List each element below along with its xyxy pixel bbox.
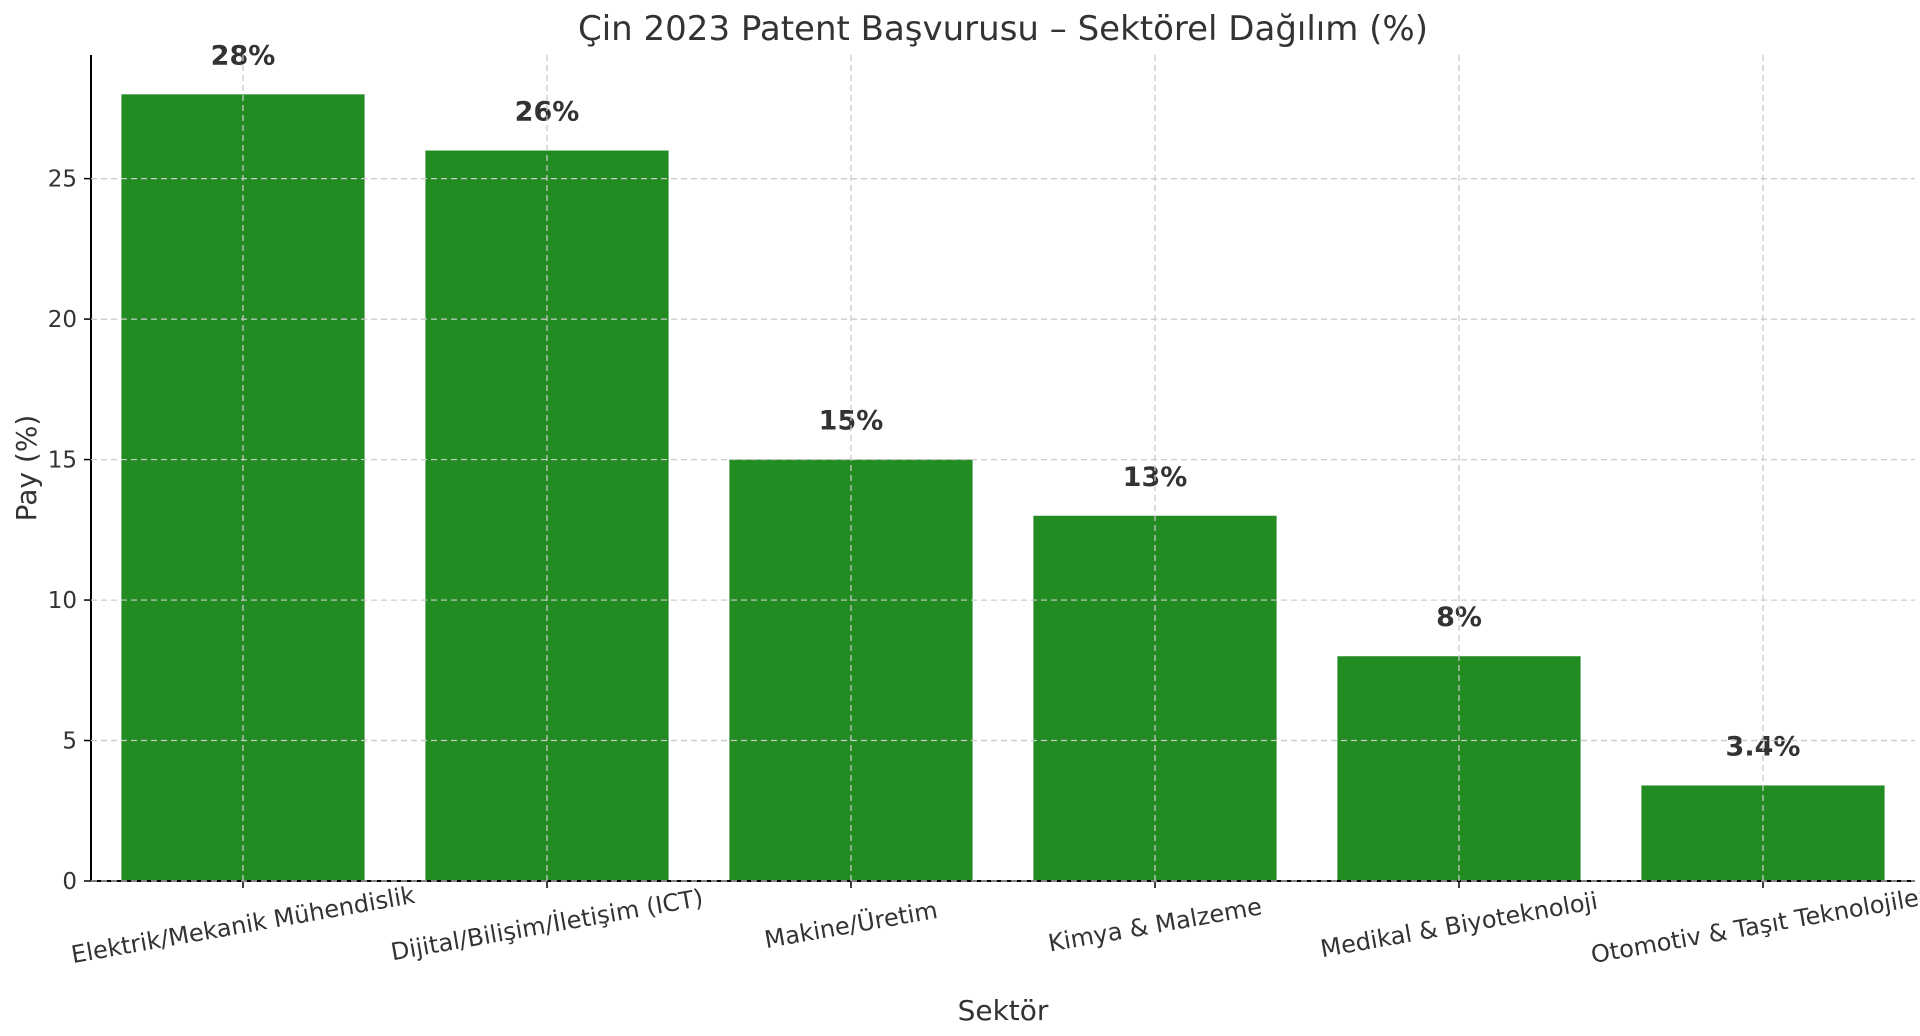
y-tick-label: 5: [62, 729, 77, 755]
y-tick-label: 15: [48, 448, 77, 474]
x-tick-label: Makine/Üretim: [762, 895, 940, 954]
x-tick-label: Otomotiv & Taşıt Teknolojileri: [1589, 881, 1920, 969]
bars: [121, 94, 1885, 882]
y-tick-label: 10: [48, 588, 77, 614]
x-ticks: Elektrik/Mekanik MühendislikDijital/Bili…: [69, 881, 1920, 969]
y-tick-label: 20: [48, 307, 77, 333]
x-tick-label: Medikal & Biyoteknoloji: [1318, 887, 1599, 963]
y-tick-label: 25: [48, 167, 77, 193]
x-tick-label: Dijital/Bilişim/İletişim (ICT): [389, 883, 706, 967]
x-tick-label: Kimya & Malzeme: [1046, 892, 1264, 957]
x-tick-label: Elektrik/Mekanik Mühendislik: [69, 881, 417, 969]
y-axis-title: Pay (%): [10, 415, 43, 522]
value-labels: 28%26%15%13%8%3.4%: [91, 40, 1915, 882]
y-ticks: 0 5 10 15 20 25: [48, 167, 91, 895]
chart-title: Çin 2023 Patent Başvurusu – Sektörel Dağ…: [578, 9, 1428, 49]
y-tick-label: 0: [62, 869, 77, 895]
bar-value-label: 26%: [515, 97, 580, 128]
x-axis-title: Sektör: [958, 994, 1049, 1027]
